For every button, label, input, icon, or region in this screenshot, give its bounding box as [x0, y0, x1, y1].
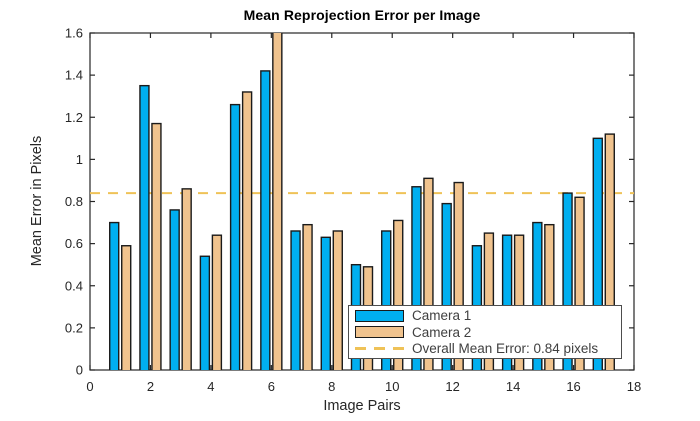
bar-camera1-pair-2: [139, 84, 150, 370]
y-tick-label: 0.2: [65, 320, 83, 335]
bar-camera2-pair-15: [544, 223, 555, 370]
x-tick-label: 12: [445, 379, 459, 394]
camera2-swatch: [355, 326, 404, 338]
camera1-swatch: [355, 309, 404, 322]
y-tick-label: 0.6: [65, 236, 83, 251]
bar-camera2-pair-12: [453, 181, 464, 370]
tick-labels: 0 0.2 0.4 0.6 0.8 1 1.2 1.4 1.6 0 2 4 6 8 10 12 14 16 18: [65, 26, 641, 395]
bar-camera2-pair-10: [393, 219, 404, 370]
bar-camera1-pair-15: [532, 221, 543, 370]
bar-camera1-pair-14: [501, 234, 513, 370]
bar-camera2-pair-13: [483, 232, 495, 370]
y-tick-label: 0.4: [65, 278, 83, 293]
y-tick-label: 1.6: [65, 26, 83, 41]
bar-camera2-pair-17: [604, 133, 615, 370]
bar-camera1-pair-11: [411, 186, 422, 370]
bar-camera2-pair-1: [121, 245, 132, 370]
bar-camera1-pair-12: [441, 202, 452, 370]
bar-camera1-pair-3: [169, 209, 180, 370]
legend: Camera 1 Camera 2 Overall Mean Error: 0.…: [348, 305, 622, 359]
bar-camera1-pair-5: [229, 103, 241, 370]
legend-label-camera2: Camera 2: [412, 324, 472, 340]
bar-camera2-pair-2: [151, 122, 162, 370]
bar-camera2-pair-14: [513, 234, 525, 370]
chart-title: Mean Reprojection Error per Image: [243, 7, 481, 23]
bar-camera1-pair-4: [199, 255, 211, 370]
y-tick-label: 0: [76, 363, 83, 378]
x-tick-label: 4: [207, 379, 214, 394]
x-tick-label: 2: [147, 379, 154, 394]
legend-item-camera1: Camera 1: [349, 308, 621, 324]
bars: [109, 33, 615, 370]
legend-label-mean-line: Overall Mean Error: 0.84 pixels: [412, 341, 599, 356]
bar-camera1-pair-17: [592, 137, 603, 370]
y-tick-label: 1: [76, 152, 83, 167]
bar-camera1-pair-16: [562, 192, 573, 370]
x-axis-label: Image Pairs: [323, 398, 401, 414]
bar-camera2-pair-8: [332, 230, 343, 370]
bar-camera1-pair-8: [320, 236, 331, 370]
bar-camera2-pair-16: [574, 196, 585, 370]
x-tick-label: 14: [506, 379, 520, 394]
y-axis-label: Mean Error in Pixels: [29, 135, 45, 267]
bar-camera1-pair-7: [290, 230, 301, 370]
x-tick-label: 6: [268, 379, 275, 394]
mean-line-swatch: [355, 347, 404, 350]
y-tick-label: 1.2: [65, 110, 83, 125]
legend-label-camera1: Camera 1: [412, 308, 472, 323]
y-tick-label: 1.4: [65, 68, 83, 83]
bar-camera2-pair-7: [302, 223, 313, 370]
bar-camera1-pair-6: [260, 70, 271, 370]
legend-item-mean-line: Overall Mean Error: 0.84 pixels: [349, 341, 621, 357]
bar-camera2-pair-6: [272, 33, 283, 370]
x-tick-label: 8: [328, 379, 335, 394]
x-tick-label: 10: [385, 379, 399, 394]
bar-camera2-pair-4: [211, 234, 223, 370]
x-tick-label: 18: [627, 379, 641, 394]
x-tick-label: 16: [566, 379, 580, 394]
bar-camera2-pair-5: [241, 91, 253, 370]
y-tick-label: 0.8: [65, 194, 83, 209]
legend-item-camera2: Camera 2: [349, 324, 621, 340]
bar-camera1-pair-10: [381, 230, 392, 370]
x-tick-label: 0: [86, 379, 93, 394]
tick-marks: [89, 32, 635, 371]
bar-camera2-pair-11: [423, 177, 434, 370]
bar-camera1-pair-1: [109, 221, 120, 370]
bar-camera2-pair-3: [181, 188, 192, 370]
